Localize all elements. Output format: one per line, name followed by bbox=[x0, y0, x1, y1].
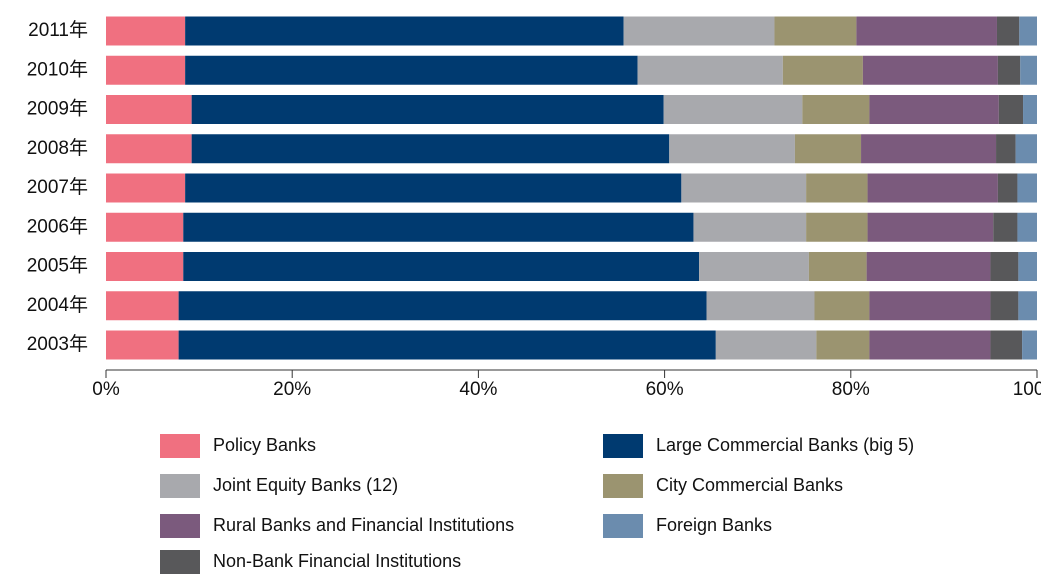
x-tick-label: 80% bbox=[832, 379, 870, 400]
y-tick-label: 2007年 bbox=[27, 176, 88, 198]
bar-segment bbox=[998, 95, 1024, 124]
legend-swatch bbox=[603, 514, 643, 538]
bar-segment bbox=[1017, 173, 1037, 203]
bar-segment bbox=[191, 134, 670, 164]
bar-segment bbox=[715, 330, 817, 360]
legend-swatch bbox=[160, 474, 200, 498]
bar-segment bbox=[774, 16, 857, 46]
bar-segment bbox=[806, 173, 868, 203]
bar-segment bbox=[106, 330, 179, 360]
bar-segment bbox=[808, 252, 867, 281]
bar-segment bbox=[1017, 212, 1037, 242]
legend-label: Foreign Banks bbox=[656, 515, 772, 535]
legend-swatch bbox=[603, 474, 643, 498]
bar-segment bbox=[869, 330, 991, 360]
bar-segment bbox=[693, 212, 807, 242]
bar-segment bbox=[178, 330, 716, 360]
bar-segment bbox=[862, 55, 998, 85]
bar-segment bbox=[1023, 95, 1037, 124]
y-tick-label: 2009年 bbox=[27, 98, 88, 120]
bar-segment bbox=[183, 212, 694, 242]
legend-swatch bbox=[603, 434, 643, 458]
bar-segment bbox=[1022, 330, 1037, 360]
y-tick-label: 2004年 bbox=[27, 294, 88, 316]
legend-label: Joint Equity Banks (12) bbox=[213, 475, 398, 495]
bar-segment bbox=[637, 55, 783, 85]
bar-segment bbox=[996, 16, 1020, 46]
bar-segment bbox=[106, 212, 184, 242]
bar-segment bbox=[814, 291, 870, 321]
bar-segment bbox=[1015, 134, 1037, 164]
bar-segment bbox=[699, 252, 809, 281]
bar-segment bbox=[1018, 291, 1037, 321]
bar-segment bbox=[185, 173, 682, 203]
bar-segment bbox=[185, 16, 624, 46]
bar-segment bbox=[866, 252, 991, 281]
legend-swatch bbox=[160, 550, 200, 574]
bar-segment bbox=[990, 252, 1019, 281]
bar-segment bbox=[802, 95, 870, 124]
bar-segment bbox=[1018, 252, 1037, 281]
bar-segment bbox=[856, 16, 997, 46]
bar-segment bbox=[706, 291, 815, 321]
legend-label: Rural Banks and Financial Institutions bbox=[213, 515, 514, 535]
bar-segment bbox=[669, 134, 795, 164]
bar-segment bbox=[861, 134, 997, 164]
bar-segment bbox=[997, 55, 1021, 85]
bar-segment bbox=[106, 134, 192, 164]
bar-segment bbox=[869, 291, 991, 321]
x-tick-label: 60% bbox=[646, 379, 684, 400]
bar-segment bbox=[996, 134, 1016, 164]
bar-segment bbox=[106, 173, 186, 203]
bar-segment bbox=[867, 212, 994, 242]
bar-segment bbox=[183, 252, 700, 281]
bar-segment bbox=[106, 95, 192, 124]
bar-segment bbox=[191, 95, 664, 124]
legend-label: Large Commercial Banks (big 5) bbox=[656, 435, 914, 455]
x-tick-label: 0% bbox=[92, 379, 120, 400]
bar-segment bbox=[663, 95, 803, 124]
x-tick-label: 100% bbox=[1013, 379, 1041, 400]
bar-segment bbox=[106, 252, 184, 281]
bar-segment bbox=[185, 55, 638, 85]
bar-segment bbox=[782, 55, 863, 85]
bar-segment bbox=[1020, 55, 1037, 85]
legend-label: Policy Banks bbox=[213, 435, 316, 455]
bar-segment bbox=[993, 212, 1018, 242]
legend-label: City Commercial Banks bbox=[656, 475, 843, 495]
bar-segment bbox=[1019, 16, 1037, 46]
bar-segment bbox=[816, 330, 870, 360]
y-tick-label: 2005年 bbox=[27, 255, 88, 277]
legend-swatch bbox=[160, 434, 200, 458]
x-tick-label: 40% bbox=[459, 379, 497, 400]
y-tick-label: 2006年 bbox=[27, 215, 88, 237]
y-tick-label: 2011年 bbox=[28, 19, 88, 41]
y-tick-label: 2008年 bbox=[27, 137, 88, 159]
bar-segment bbox=[990, 330, 1023, 360]
bar-segment bbox=[990, 291, 1019, 321]
bar-segment bbox=[681, 173, 807, 203]
bar-segment bbox=[869, 95, 999, 124]
bar-segment bbox=[806, 212, 868, 242]
bar-segment bbox=[997, 173, 1018, 203]
x-tick-label: 20% bbox=[273, 379, 311, 400]
bar-segment bbox=[106, 291, 179, 321]
legend-swatch bbox=[160, 514, 200, 538]
y-tick-label: 2010年 bbox=[27, 58, 88, 80]
bar-segment bbox=[623, 16, 775, 46]
bar-segment bbox=[867, 173, 998, 203]
bar-segment bbox=[794, 134, 862, 164]
bar-segment bbox=[106, 16, 186, 46]
y-tick-label: 2003年 bbox=[27, 333, 88, 355]
bar-segment bbox=[106, 55, 186, 85]
legend-label: Non-Bank Financial Institutions bbox=[213, 551, 461, 571]
bar-segment bbox=[178, 291, 707, 321]
